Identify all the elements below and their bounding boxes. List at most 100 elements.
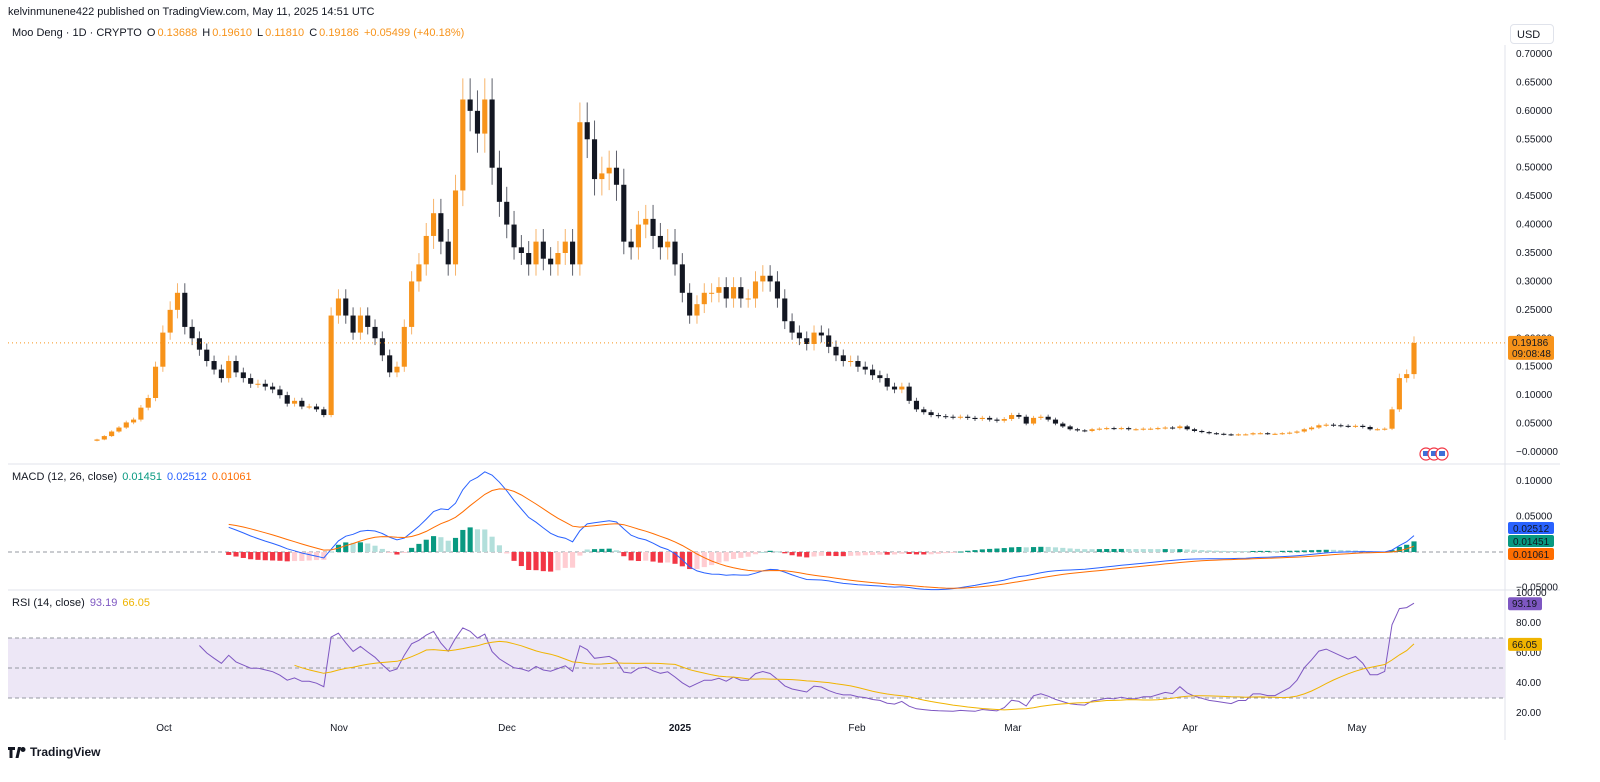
candle-body [657, 235, 663, 248]
macd-histogram-bar [1023, 547, 1029, 552]
candle-body [196, 338, 202, 350]
macd-histogram-bar [935, 552, 941, 554]
symbol-title[interactable]: Moo Deng · 1D · CRYPTO [12, 27, 142, 39]
candle-body [460, 99, 466, 191]
date-axis-label: Mar [1004, 723, 1022, 734]
candle-body [833, 346, 839, 356]
currency-button[interactable]: USD [1510, 24, 1554, 44]
high-value: 0.19610 [212, 27, 252, 39]
candle-body [840, 355, 846, 362]
candle-body [1396, 378, 1402, 410]
event-flag-icon-inner [1439, 451, 1445, 456]
candle-body [1199, 430, 1205, 433]
macd-histogram-bar [979, 549, 985, 552]
macd-histogram-bar [657, 552, 663, 563]
candle-body [1287, 432, 1293, 434]
event-flag-icon-inner [1423, 451, 1429, 456]
candle-body [1148, 428, 1154, 430]
high-label: H [202, 27, 211, 39]
macd-histogram-bar [760, 551, 766, 553]
candle-body [606, 167, 612, 174]
candle-body [270, 386, 276, 390]
macd-histogram-bar [240, 552, 246, 558]
candle-body [343, 298, 349, 316]
macd-histogram-bar [870, 552, 876, 556]
macd-histogram-bar [884, 552, 890, 555]
candle-body [489, 99, 495, 168]
rsi-ma-value: 66.05 [122, 597, 150, 609]
candle-body [467, 99, 473, 111]
candle-body [533, 241, 539, 265]
footer-brand-text: TradingView [30, 745, 101, 759]
macd-histogram-bar [452, 537, 459, 552]
macd-histogram-bar [416, 543, 422, 552]
candle-body [1221, 433, 1227, 435]
date-axis-label: Apr [1182, 723, 1198, 734]
candle-body [1301, 429, 1307, 432]
candle-body [570, 241, 576, 265]
candle-body [233, 361, 239, 373]
macd-histogram-bar [1199, 550, 1205, 552]
macd-indicator-label[interactable]: MACD (12, 26, close) [12, 471, 118, 483]
candle-body [1184, 426, 1190, 430]
candle-body [416, 264, 422, 282]
macd-histogram-bar [913, 552, 920, 555]
rsi-ma-line [294, 640, 1415, 711]
macd-histogram-bar [716, 552, 722, 563]
candle-body [679, 264, 685, 293]
macd-histogram-bar [1133, 549, 1139, 552]
footer-brand[interactable]: TradingView [8, 745, 100, 759]
macd-histogram-bar [445, 540, 451, 552]
macd-histogram-bar [709, 552, 715, 566]
candle-body [226, 361, 232, 379]
price-axis-tick: 0.65000 [1516, 77, 1553, 88]
candle-body [1382, 428, 1388, 430]
candle-body [1082, 430, 1088, 432]
rsi-axis-tick: 60.00 [1516, 648, 1541, 659]
rsi-ma-badge-value: 66.05 [1512, 640, 1537, 651]
rsi-indicator-label[interactable]: RSI (14, close) [12, 597, 85, 609]
macd-histogram-bar [1272, 550, 1278, 552]
candle-body [613, 167, 620, 185]
price-axis-tick: 0.30000 [1516, 276, 1553, 287]
candle-body [277, 389, 283, 396]
macd-histogram-bar [701, 552, 707, 568]
macd-histogram-bar [1301, 550, 1307, 552]
macd-histogram-bar [233, 552, 239, 557]
candle-body [401, 326, 407, 367]
candle-body [496, 167, 502, 202]
candle-body [621, 184, 627, 242]
candle-body [540, 241, 546, 259]
price-axis-tick: 0.50000 [1516, 163, 1553, 174]
macd-signal-badge-value: 0.01061 [1513, 550, 1550, 561]
candle-body [650, 218, 656, 236]
candle-body [409, 281, 415, 327]
candle-body [1228, 434, 1234, 436]
macd-histogram-bar [738, 552, 744, 558]
candle-body [438, 213, 444, 242]
macd-histogram-bar [994, 548, 1000, 552]
price-axis-tick: 0.35000 [1516, 248, 1553, 259]
candle-body [796, 332, 802, 339]
macd-histogram-bar [511, 552, 517, 561]
candle-body [635, 224, 641, 248]
macd-histogram-bar [1030, 547, 1037, 552]
macd-histogram-bar [789, 552, 795, 556]
candle-body [862, 366, 868, 370]
candle-body [701, 292, 707, 305]
candle-body [1272, 433, 1278, 435]
candle-body [189, 326, 195, 339]
macd-histogram-bar [1330, 549, 1337, 552]
macd-histogram-bar [1045, 546, 1051, 552]
price-axis-tick: 0.70000 [1516, 49, 1553, 60]
macd-histogram-bar [840, 552, 846, 557]
price-axis-tick: 0.45000 [1516, 191, 1553, 202]
macd-histogram-bar [694, 552, 700, 569]
candle-body [1243, 434, 1249, 436]
last-price-value: 0.19186 [1512, 338, 1549, 349]
macd-histogram-bar [1162, 549, 1168, 552]
macd-histogram-bar [1309, 550, 1315, 552]
candle-body [562, 241, 568, 253]
candle-body [204, 349, 210, 362]
